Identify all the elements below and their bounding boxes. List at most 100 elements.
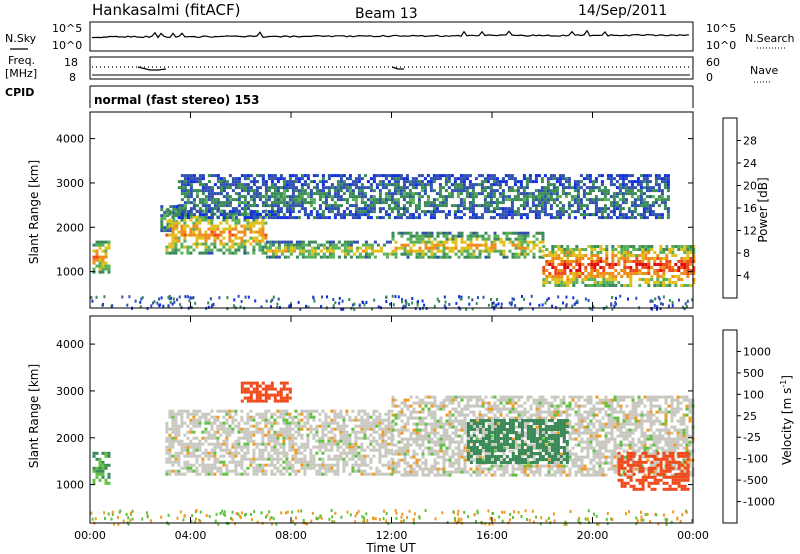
power-clutter-cell [168,294,171,298]
power-cell [432,213,436,217]
power-cell [367,252,371,256]
velocity-cell [213,454,217,458]
velocity-cell [303,469,307,473]
power-cell [370,243,374,247]
velocity-cell [360,427,364,431]
power-cell [417,204,421,208]
power-cell [402,210,406,214]
power-cell [384,183,388,187]
velocity-cell [439,434,443,438]
velocity-cell [267,433,271,437]
power-clutter-cell [353,307,356,311]
power-cell [411,180,415,184]
power-clutter-cell [139,305,142,309]
power-cell [327,186,331,190]
power-cell [288,216,292,220]
power-cell [261,224,265,228]
power-cell [484,246,488,250]
power-cell [651,204,655,208]
power-cell [456,210,460,214]
power-cell [618,213,622,217]
power-cell [618,204,622,208]
power-cell [271,252,275,256]
power-cell [644,257,648,260]
velocity-cell [297,460,301,464]
power-cell [321,201,325,205]
power-cell [180,224,184,228]
velocity-cell [104,478,108,482]
velocity-cell [186,409,190,413]
power-cell [394,255,398,259]
velocity-cell [288,442,292,446]
velocity-cell [336,463,340,467]
power-cell [95,258,99,262]
power-cell [663,186,667,190]
power-cell [331,252,335,256]
power-cell [319,255,323,259]
velocity-cell [433,461,437,465]
power-cell [542,278,546,281]
velocity-cell [445,446,449,450]
power-cell [520,234,524,238]
power-cell [255,186,259,190]
velocity-cell [204,439,208,443]
power-cell [352,252,356,256]
velocity-cell [333,439,337,443]
velocity-cell [291,457,295,461]
power-cell [498,216,502,220]
power-cell [520,243,524,247]
velocity-cell [225,409,229,413]
velocity-cell [409,410,413,414]
velocity-cell [309,424,313,428]
velocity-cell [460,470,464,474]
velocity-cell [339,415,343,419]
power-cell [210,218,214,222]
power-cell [623,284,627,287]
power-cell [641,251,645,254]
power-cell [585,192,589,196]
velocity-cell [249,457,253,461]
velocity-cell [171,469,175,473]
power-clutter-cell [211,303,214,307]
power-cell [668,284,672,287]
power-cell [471,189,475,193]
power-cell [225,198,229,202]
velocity-cell [198,448,202,452]
power-cell [409,249,413,253]
power-cell [166,229,170,233]
power-cell [459,192,463,196]
velocity-cell [237,445,241,449]
power-cell [195,227,199,231]
power-cell [409,231,413,235]
power-cell [626,248,630,251]
power-cell [300,207,304,211]
velocity-cell [285,436,289,440]
power-cell [627,180,631,184]
velocity-cell [369,457,373,461]
velocity-cell [339,439,343,443]
power-cell [360,207,364,211]
velocity-cell [472,395,476,399]
velocity-cell [351,445,355,449]
power-cell [343,240,347,244]
velocity-cell [451,464,455,468]
power-cell [665,245,669,248]
power-cell [186,198,190,202]
power-cell [516,207,520,211]
velocity-cell [177,472,181,476]
velocity-cell [255,421,259,425]
power-cell [171,230,175,234]
velocity-cell [231,451,235,455]
velocity-cell [427,401,431,405]
power-cell [558,174,562,178]
power-cell [249,198,253,202]
velocity-cell [387,472,391,476]
power-cell [355,240,359,244]
power-cell [321,180,325,184]
power-cell [427,249,431,253]
power-cell [228,227,232,231]
power-cell [591,189,595,193]
power-cell [195,242,199,246]
power-cell [665,257,669,260]
power-cell [207,180,211,184]
